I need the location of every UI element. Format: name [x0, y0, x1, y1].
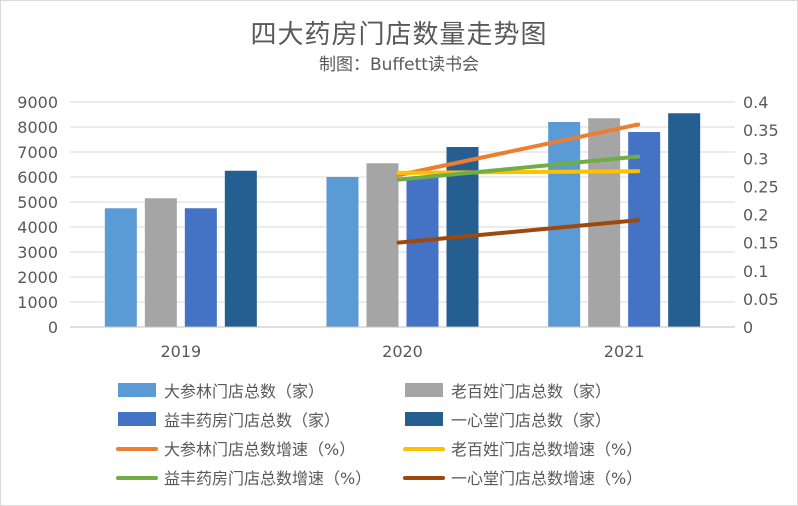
bar	[326, 177, 359, 327]
gridlines	[70, 101, 735, 303]
bar	[406, 177, 439, 327]
y-right-tick-label: 0.2	[743, 206, 768, 225]
legend-label: 大参林门店总数（家）	[164, 382, 324, 401]
y-right-tick-label: 0	[743, 318, 753, 337]
legend-label: 老百姓门店总数（家）	[451, 382, 611, 401]
legend-label: 老百姓门店总数增速（%）	[451, 440, 642, 459]
y-left-tick-label: 6000	[17, 168, 58, 187]
bar	[224, 170, 257, 327]
y-left-tick-label: 1000	[17, 293, 58, 312]
y-left-tick-label: 3000	[17, 243, 58, 262]
y-right-tick-label: 0.15	[743, 234, 779, 253]
y-left-tick-label: 9000	[17, 93, 58, 112]
y-axis-right: 0 0.05 0.1 0.15 0.2 0.25 0.3 0.35 0.4	[743, 93, 779, 337]
bar	[144, 198, 177, 327]
bar	[628, 132, 661, 327]
y-left-tick-label: 4000	[17, 218, 58, 237]
y-left-tick-label: 7000	[17, 143, 58, 162]
legend-swatch	[118, 412, 156, 426]
y-left-tick-label: 2000	[17, 268, 58, 287]
chart-subtitle: 制图：Buffett读书会	[319, 55, 479, 75]
y-right-tick-label: 0.4	[743, 93, 768, 112]
series-line	[396, 154, 641, 182]
lines	[396, 122, 641, 245]
legend-label: 益丰药房门店总数增速（%）	[164, 469, 371, 488]
bar	[668, 113, 701, 327]
legend-label: 大参林门店总数增速（%）	[164, 440, 355, 459]
legend-label: 一心堂门店总数增速（%）	[451, 469, 642, 488]
bar	[104, 208, 137, 327]
series-line	[396, 169, 641, 175]
legend-swatch	[405, 383, 443, 397]
bars	[104, 113, 701, 327]
legend-label: 益丰药房门店总数（家）	[164, 411, 340, 430]
bar	[366, 163, 399, 327]
y-axis-left: 0 1000 2000 3000 4000 5000 6000 7000 8000 9000	[17, 93, 58, 337]
legend-label: 一心堂门店总数（家）	[451, 411, 611, 430]
bar	[184, 208, 217, 327]
y-right-tick-label: 0.1	[743, 262, 768, 281]
legend-swatch	[405, 412, 443, 426]
y-left-tick-label: 8000	[17, 118, 58, 137]
y-right-tick-label: 0.3	[743, 149, 768, 168]
y-right-tick-label: 0.05	[743, 290, 779, 309]
y-right-tick-label: 0.35	[743, 121, 779, 140]
y-left-tick-label: 0	[48, 318, 58, 337]
series-line	[396, 122, 641, 178]
x-tick-label: 2019	[160, 342, 201, 361]
y-right-tick-label: 0.25	[743, 177, 779, 196]
y-left-tick-label: 5000	[17, 193, 58, 212]
x-tick-label: 2020	[382, 342, 423, 361]
series-line	[396, 218, 641, 245]
legend-swatch	[118, 383, 156, 397]
chart-title: 四大药房门店数量走势图	[250, 20, 548, 50]
legend: 大参林门店总数（家） 老百姓门店总数（家） 益丰药房门店总数（家） 一心堂门店总数（家…	[116, 382, 642, 488]
x-axis: 2019 2020 2021	[70, 326, 735, 361]
x-tick-label: 2021	[604, 342, 645, 361]
